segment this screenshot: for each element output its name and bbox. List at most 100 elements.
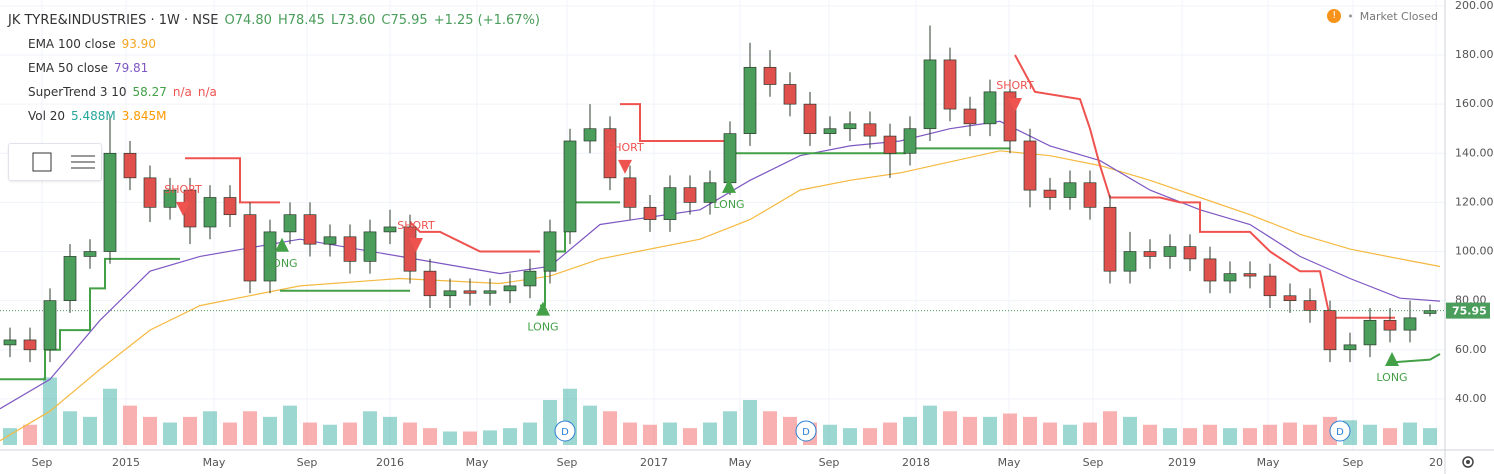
volume-bar bbox=[103, 388, 117, 445]
candle-body bbox=[1283, 295, 1297, 302]
volume-bar bbox=[603, 411, 617, 445]
volume-bar bbox=[63, 411, 77, 445]
indicator-label: SuperTrend 3 10 bbox=[28, 85, 127, 99]
dividend-label: D bbox=[802, 427, 810, 438]
signal-arrow bbox=[1385, 352, 1399, 367]
y-tick-label: 140.00 bbox=[1455, 146, 1494, 159]
x-tick-label: Sep bbox=[557, 456, 578, 469]
signal-arrow bbox=[536, 301, 550, 316]
volume-bar bbox=[1223, 428, 1237, 445]
volume-bar bbox=[1303, 424, 1317, 445]
indicator-label: EMA 50 close bbox=[28, 61, 108, 75]
last-price-label: 75.95 bbox=[1452, 305, 1487, 318]
volume-bar bbox=[363, 411, 377, 445]
volume-bar bbox=[1363, 424, 1377, 445]
candle-body bbox=[563, 140, 577, 233]
x-tick-label: Sep bbox=[1083, 456, 1104, 469]
volume-bar bbox=[683, 428, 697, 445]
candle-body bbox=[903, 128, 917, 154]
candle-body bbox=[823, 128, 837, 134]
candle-body bbox=[1403, 317, 1417, 331]
volume-bar bbox=[923, 405, 937, 445]
signal-label: LONG bbox=[1376, 371, 1407, 384]
volume-bar bbox=[1043, 422, 1057, 445]
volume-bar bbox=[1403, 422, 1417, 445]
volume-bar bbox=[1063, 424, 1077, 445]
candle-body bbox=[1043, 189, 1057, 198]
candle-body bbox=[1343, 344, 1357, 351]
signal-arrow bbox=[1008, 97, 1022, 112]
signal-arrow bbox=[722, 178, 736, 193]
dividend-marker bbox=[554, 420, 576, 442]
volume-bar bbox=[323, 424, 337, 445]
candle-body bbox=[963, 108, 977, 125]
volume-bar bbox=[583, 405, 597, 445]
y-tick-label: 40.00 bbox=[1455, 392, 1487, 405]
candle-body bbox=[43, 300, 57, 351]
volume-bar bbox=[623, 422, 637, 445]
candle-body bbox=[1263, 275, 1277, 297]
volume-bar bbox=[1243, 428, 1257, 445]
x-tick-label: May bbox=[1257, 456, 1280, 469]
volume-bar bbox=[183, 416, 197, 445]
volume-bar bbox=[743, 400, 757, 445]
volume-bar bbox=[1123, 416, 1137, 445]
candle-body bbox=[463, 290, 477, 294]
candle-body bbox=[1023, 140, 1037, 191]
x-tick-label: 2018 bbox=[902, 456, 930, 469]
volume-bar bbox=[1203, 424, 1217, 445]
candle-body bbox=[583, 128, 597, 142]
volume-bar bbox=[263, 416, 277, 445]
x-tick-label: 2017 bbox=[640, 456, 668, 469]
candle-body bbox=[423, 270, 437, 297]
candle-body bbox=[23, 339, 37, 351]
settings-icon[interactable] bbox=[1462, 456, 1474, 468]
candle-body bbox=[743, 66, 757, 134]
volume-bar bbox=[483, 430, 497, 445]
legend: JK TYRE&INDUSTRIES · 1W · NSE O74.80 H78.… bbox=[8, 8, 540, 128]
candle-body bbox=[763, 66, 777, 85]
select-tool[interactable] bbox=[32, 152, 52, 172]
x-tick-label: 2015 bbox=[112, 456, 140, 469]
volume-bar bbox=[863, 428, 877, 445]
indicator: SuperTrend 3 10 58.27 n/a n/a bbox=[8, 80, 540, 104]
volume-bar bbox=[523, 422, 537, 445]
volume-bar bbox=[823, 424, 837, 445]
volume-bar bbox=[903, 416, 917, 445]
volume-bar bbox=[403, 422, 417, 445]
candle-body bbox=[63, 256, 77, 302]
volume-bar bbox=[303, 422, 317, 445]
drawing-toolbar bbox=[8, 143, 102, 181]
candle-body bbox=[603, 128, 617, 179]
y-tick-label: 160.00 bbox=[1455, 97, 1494, 110]
candle-body bbox=[83, 251, 97, 257]
volume-bar bbox=[423, 428, 437, 445]
candle-body bbox=[1083, 182, 1097, 208]
market-status: ! • Market Closed bbox=[1327, 9, 1438, 23]
indicator-value: n/a bbox=[197, 85, 217, 99]
symbol: JK TYRE&INDUSTRIES · 1W · NSE bbox=[8, 12, 219, 28]
candle-body bbox=[623, 177, 637, 208]
y-tick-label: 100.00 bbox=[1455, 245, 1494, 258]
volume-bar bbox=[783, 416, 797, 445]
volume-bar bbox=[3, 428, 17, 445]
ohlc-value: O74.80 bbox=[224, 12, 272, 28]
candle-body bbox=[1063, 182, 1077, 198]
candle-body bbox=[3, 339, 17, 346]
candle-body bbox=[1143, 251, 1157, 257]
volume-bar bbox=[223, 422, 237, 445]
candle-body bbox=[703, 182, 717, 203]
x-tick-label: 2016 bbox=[376, 456, 404, 469]
volume-bar bbox=[123, 405, 137, 445]
indicator-value: 3.845M bbox=[121, 109, 167, 123]
indicator-value: n/a bbox=[172, 85, 192, 99]
candle-body bbox=[1163, 246, 1177, 257]
volume-bar bbox=[503, 428, 517, 445]
signal-label: LONG bbox=[713, 198, 744, 211]
signal-label: SHORT bbox=[996, 79, 1034, 92]
indicator-label: EMA 100 close bbox=[28, 37, 116, 51]
signal-label: LONG bbox=[527, 321, 558, 334]
candle-body bbox=[1423, 310, 1437, 314]
axes: 40.0060.0080.00100.00120.00140.00160.001… bbox=[32, 0, 1494, 469]
